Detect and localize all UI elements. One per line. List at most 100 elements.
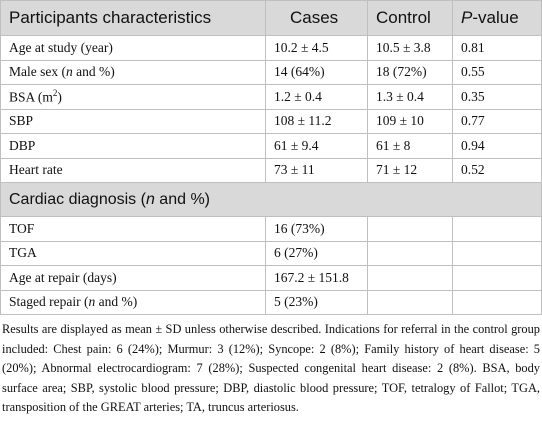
header-row: Participants characteristics Cases Control…: [0, 0, 542, 36]
cell-text: TGA: [9, 245, 37, 261]
table-cell: TOF: [0, 216, 266, 242]
table-cell: [367, 240, 453, 266]
header-cell: Cases: [265, 0, 368, 36]
table-row: Age at repair (days) 167.2 ± 151.8: [0, 265, 542, 291]
cell-text: -value: [472, 8, 519, 27]
table-cell: 14 (64%): [265, 59, 368, 85]
cell-text: 109 ± 10: [376, 113, 424, 129]
cell-text: Age at study (year): [9, 39, 113, 55]
cell-text: Cardiac diagnosis (: [9, 190, 146, 208]
table-row: Heart rate 73 ± 11 71 ± 12 0.52: [0, 157, 542, 183]
header-cell: Control: [367, 0, 453, 36]
table-cell: BSA (m2): [0, 84, 266, 110]
cell-text: 0.81: [461, 39, 485, 55]
cell-text: 5 (23%): [274, 294, 318, 310]
cell-text: 10.5 ± 3.8: [376, 39, 431, 55]
table-cell: 10.5 ± 3.8: [367, 35, 453, 61]
table-cell: 61 ± 9.4: [265, 133, 368, 159]
cell-text: 0.77: [461, 113, 485, 129]
cell-text: 71 ± 12: [376, 162, 418, 178]
cell-text: Male sex (: [9, 64, 66, 80]
table-cell: 73 ± 11: [265, 157, 368, 183]
table-cell: [452, 265, 542, 291]
table-cell: Male sex (n and %): [0, 59, 266, 85]
table-cell: Age at study (year): [0, 35, 266, 61]
cell-text: and %): [154, 190, 210, 208]
cell-text: n: [65, 64, 73, 80]
cell-text: 1.3 ± 0.4: [376, 88, 424, 104]
section-cell: Cardiac diagnosis (n and %): [0, 182, 542, 217]
cell-text: 0.94: [461, 137, 485, 153]
table-cell: DBP: [0, 133, 266, 159]
cell-text: BSA (m: [9, 89, 53, 105]
table-cell: 6 (27%): [265, 240, 368, 266]
cell-text: 167.2 ± 151.8: [274, 269, 349, 285]
cell-text: 73 ± 11: [274, 162, 315, 178]
table-cell: [452, 240, 542, 266]
table-cell: 71 ± 12: [367, 157, 453, 183]
cell-text: 61 ± 8: [376, 137, 411, 153]
table-row: DBP 61 ± 9.4 61 ± 8 0.94: [0, 133, 542, 159]
table-cell: [452, 289, 542, 315]
table-cell: SBP: [0, 108, 266, 134]
table-cell: 0.55: [452, 59, 542, 85]
table-cell: 16 (73%): [265, 216, 368, 242]
table-cell: 5 (23%): [265, 289, 368, 315]
table-cell: 18 (72%): [367, 59, 453, 85]
table-row: TGA 6 (27%): [0, 240, 542, 266]
table-row: SBP 108 ± 11.2 109 ± 10 0.77: [0, 108, 542, 134]
table-cell: 1.2 ± 0.4: [265, 84, 368, 110]
cell-text: 61 ± 9.4: [274, 137, 319, 153]
cell-text: P: [461, 8, 473, 27]
table-cell: 0.52: [452, 157, 542, 183]
cell-text: and %): [95, 294, 138, 310]
cell-text: ): [57, 89, 62, 105]
table-cell: 167.2 ± 151.8: [265, 265, 368, 291]
cell-text: Heart rate: [9, 162, 63, 178]
cell-text: and %): [72, 64, 115, 80]
table-cell: 10.2 ± 4.5: [265, 35, 368, 61]
table-cell: 0.77: [452, 108, 542, 134]
cell-text: 10.2 ± 4.5: [274, 39, 329, 55]
table-cell: 1.3 ± 0.4: [367, 84, 453, 110]
header-cell: P-value: [452, 0, 542, 36]
cell-text: Participants characteristics: [9, 8, 212, 27]
table-cell: Staged repair (n and %): [0, 289, 266, 315]
footnote: Results are displayed as mean ± SD unles…: [2, 322, 540, 415]
table-cell: 0.35: [452, 84, 542, 110]
section-row: Cardiac diagnosis (n and %): [0, 182, 542, 217]
cell-text: 16 (73%): [274, 220, 325, 236]
table-cell: 0.81: [452, 35, 542, 61]
table-row: Male sex (n and %) 14 (64%) 18 (72%) 0.55: [0, 59, 542, 85]
table-cell: [452, 216, 542, 242]
cell-text: Cases: [290, 8, 339, 27]
table-cell: [367, 289, 453, 315]
cell-text: SBP: [9, 113, 34, 129]
cell-text: 1.2 ± 0.4: [274, 88, 322, 104]
cell-text: Staged repair (: [9, 294, 89, 310]
header-cell: Participants characteristics: [0, 0, 266, 36]
cell-text: n: [145, 190, 155, 208]
cell-text: TOF: [9, 220, 35, 236]
cell-text: Age at repair (days): [9, 269, 117, 285]
table-cell: Age at repair (days): [0, 265, 266, 291]
table-cell: TGA: [0, 240, 266, 266]
cell-text: 0.55: [461, 64, 485, 80]
table-cell: 109 ± 10: [367, 108, 453, 134]
table-cell: [367, 216, 453, 242]
cell-text: 18 (72%): [376, 64, 427, 80]
cell-text: DBP: [9, 137, 36, 153]
cell-text: 6 (27%): [274, 245, 318, 261]
table-cell: Heart rate: [0, 157, 266, 183]
table-row: TOF 16 (73%): [0, 216, 542, 242]
cell-text: 0.35: [461, 88, 485, 104]
cell-text: n: [88, 294, 96, 310]
table-cell: [367, 265, 453, 291]
data-table: Participants characteristics Cases Control…: [0, 0, 542, 315]
cell-text: 0.52: [461, 162, 485, 178]
cell-text: 108 ± 11.2: [274, 113, 332, 129]
table-cell: 61 ± 8: [367, 133, 453, 159]
table-row: BSA (m2) 1.2 ± 0.4 1.3 ± 0.4 0.35: [0, 84, 542, 110]
table-cell: 0.94: [452, 133, 542, 159]
